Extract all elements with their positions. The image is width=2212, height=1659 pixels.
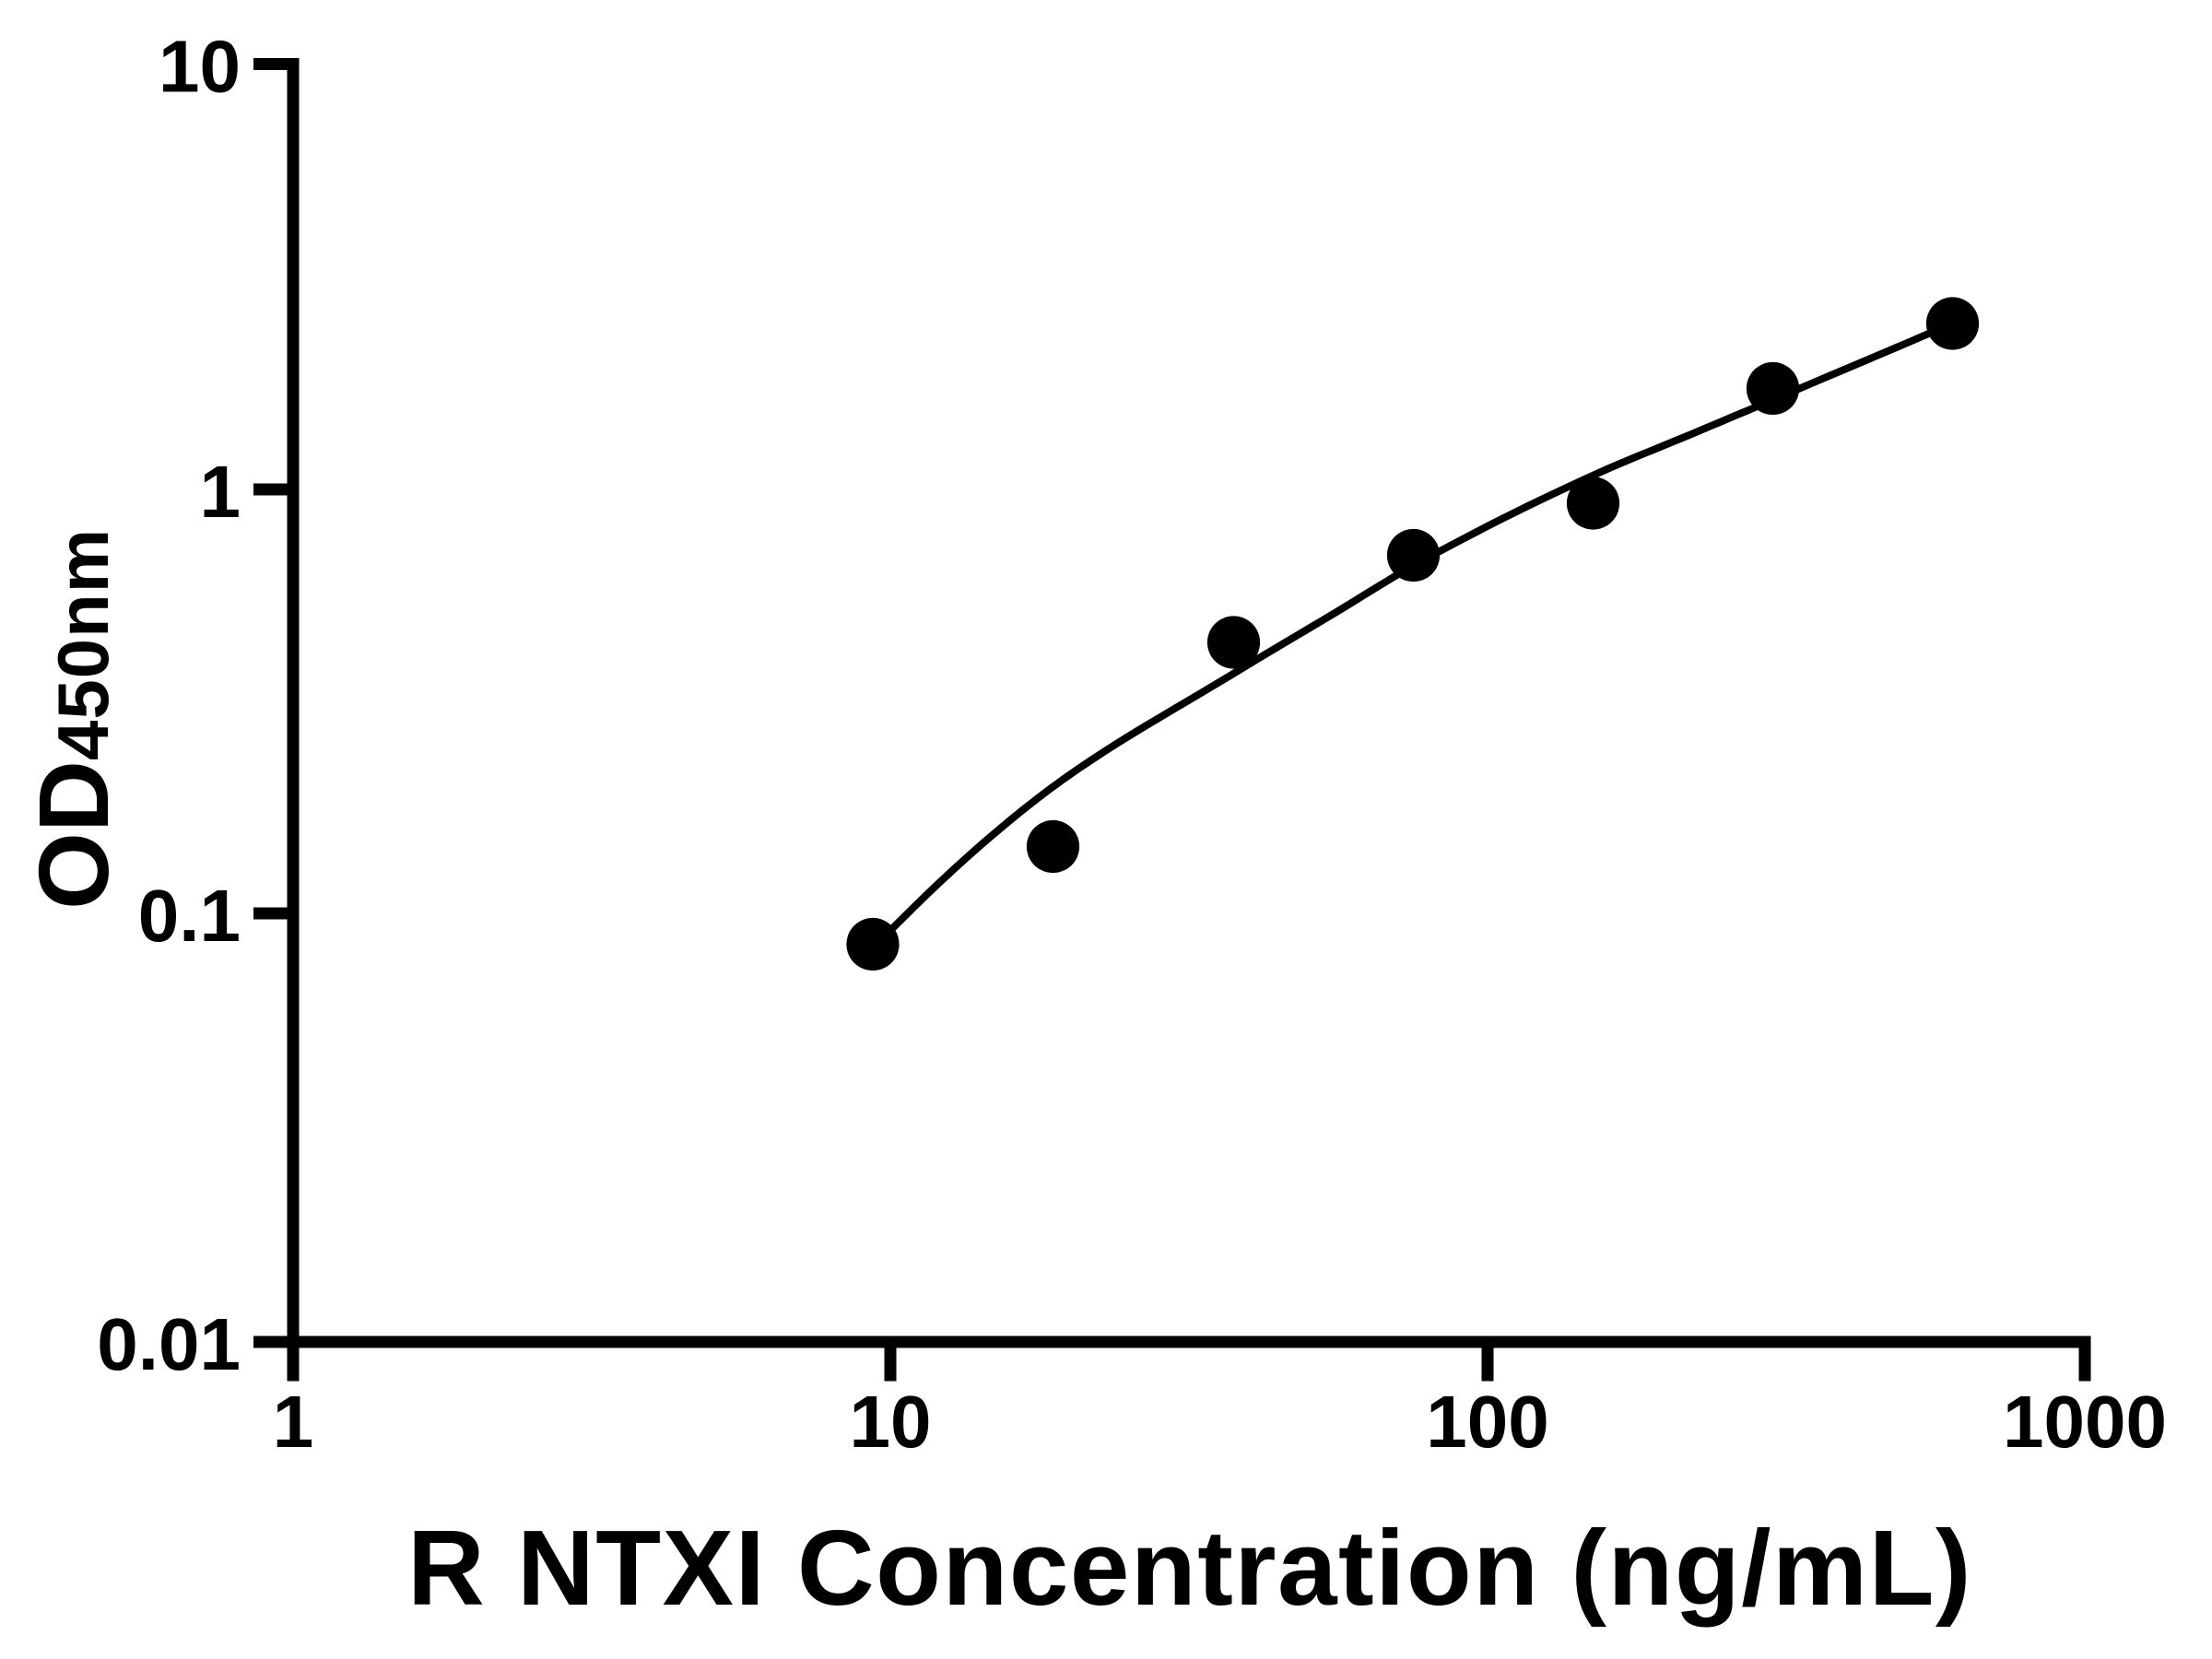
svg-text:100: 100 [1426,1381,1548,1463]
svg-text:1: 1 [273,1381,314,1463]
svg-text:0.01: 0.01 [97,1303,241,1385]
svg-text:0.1: 0.1 [138,875,241,957]
svg-text:R NTXI Concentration (ng/mL): R NTXI Concentration (ng/mL) [407,1508,1972,1628]
svg-text:1: 1 [200,451,241,533]
svg-text:1000: 1000 [2003,1381,2167,1463]
svg-text:10: 10 [159,26,241,108]
svg-text:10: 10 [850,1381,932,1463]
